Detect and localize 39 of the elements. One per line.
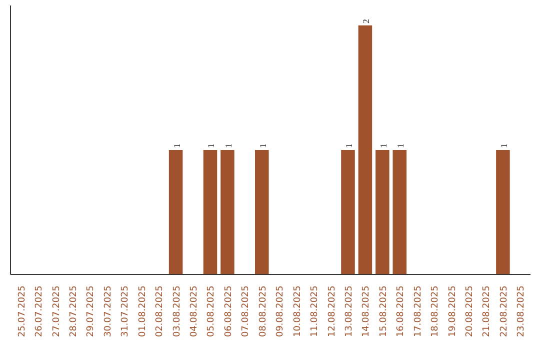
x-tick-label: 07.08.2025 <box>241 286 252 338</box>
data-label: 2 <box>361 18 372 24</box>
x-tick-label: 14.08.2025 <box>362 286 372 338</box>
x-tick-label: 17.08.2025 <box>413 286 424 338</box>
data-label: 1 <box>223 143 234 148</box>
data-label: 1 <box>206 143 216 148</box>
x-tick-label: 22.08.2025 <box>499 286 510 338</box>
data-label: 1 <box>378 143 388 148</box>
x-tick-label: 21.08.2025 <box>482 286 492 338</box>
x-tick-label: 02.08.2025 <box>155 286 166 338</box>
x-tick-label: 20.08.2025 <box>465 286 476 338</box>
x-tick-label: 13.08.2025 <box>344 286 354 338</box>
x-tick-label: 16.08.2025 <box>396 286 406 338</box>
x-tick-label: 06.08.2025 <box>224 286 234 338</box>
x-tick-label: 27.07.2025 <box>52 286 62 338</box>
x-tick-label: 09.08.2025 <box>276 286 286 338</box>
x-tick-label: 29.07.2025 <box>86 286 96 338</box>
x-tick-label: 15.08.2025 <box>378 286 389 338</box>
x-tick-label: 08.08.2025 <box>258 286 268 338</box>
x-tick-label: 04.08.2025 <box>190 286 200 338</box>
x-tick-label: 01.08.2025 <box>138 286 148 338</box>
data-label: 1 <box>344 143 354 148</box>
data-label: 1 <box>258 143 268 148</box>
x-tick-label: 03.08.2025 <box>172 286 182 338</box>
x-tick-label: 10.08.2025 <box>292 286 303 338</box>
x-tick-label: 18.08.2025 <box>430 286 441 338</box>
data-label: 1 <box>498 143 509 148</box>
data-label: 1 <box>396 143 406 148</box>
x-tick-label: 12.08.2025 <box>327 286 338 338</box>
x-tick-label: 25.07.2025 <box>17 286 28 338</box>
x-tick-label: 31.07.2025 <box>120 286 131 338</box>
x-tick-label: 28.07.2025 <box>68 286 79 338</box>
x-tick-label: 30.07.2025 <box>103 286 114 338</box>
x-tick-label: 26.07.2025 <box>34 286 45 338</box>
x-tick-label: 11.08.2025 <box>310 286 320 338</box>
x-tick-label: 19.08.2025 <box>448 286 458 338</box>
x-tick-label: 05.08.2025 <box>206 286 217 338</box>
x-tick-label: 23.08.2025 <box>516 286 527 338</box>
data-label: 1 <box>172 143 182 148</box>
